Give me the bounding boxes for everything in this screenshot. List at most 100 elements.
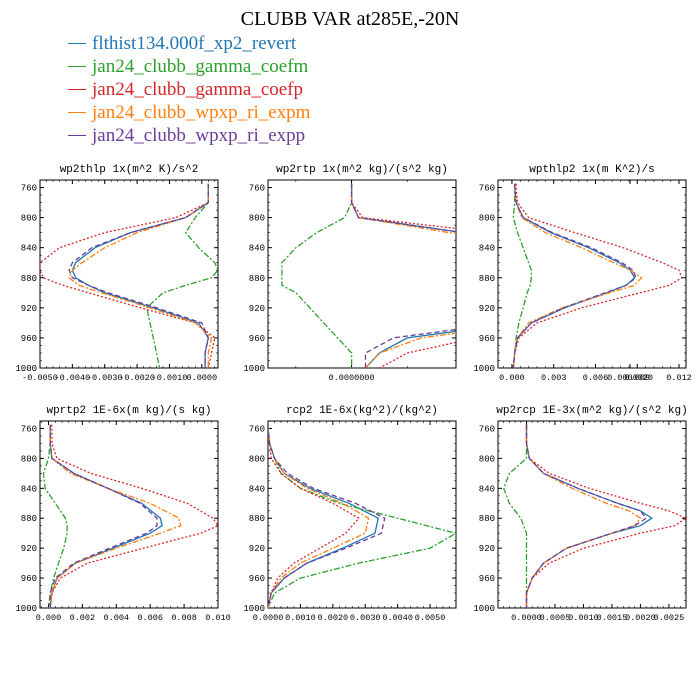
panel-title: wprtp2 1E-6x(m kg)/(s kg) <box>46 405 211 417</box>
x-tick-label: 0.0050 <box>415 613 446 623</box>
y-tick-label: 800 <box>21 454 37 464</box>
x-tick-label: 0.0020 <box>318 613 349 623</box>
y-tick-label: 840 <box>479 244 495 254</box>
panel-frame <box>40 421 218 608</box>
series-line-jan24_clubb_wpxp_ri_expm <box>50 425 181 608</box>
series-line-jan24_clubb_gamma_coefm <box>504 425 527 608</box>
y-tick-label: 920 <box>249 544 265 554</box>
y-tick-label: 760 <box>21 184 37 194</box>
y-tick-label: 960 <box>479 574 495 584</box>
y-tick-label: 920 <box>479 544 495 554</box>
y-tick-label: 760 <box>249 424 265 434</box>
y-tick-label: 800 <box>479 454 495 464</box>
series-line-jan24_clubb_wpxp_ri_expp <box>527 425 647 608</box>
y-tick-label: 1000 <box>473 604 495 614</box>
series-line-jan24_clubb_gamma_coefm <box>282 184 352 368</box>
series-line-flthist134.000f_xp2_revert <box>513 184 634 368</box>
x-tick-label: 0.008 <box>171 613 197 623</box>
series-line-flthist134.000f_xp2_revert <box>268 425 378 608</box>
y-tick-label: 920 <box>249 304 265 314</box>
x-tick-label: 0.0040 <box>382 613 413 623</box>
x-tick-label: 0.0025 <box>654 613 685 623</box>
chart-panel: rcp2 1E-6x(kg^2)/(kg^2) 760 800 840 880 920 96… <box>243 405 456 623</box>
y-tick-label: 800 <box>249 454 265 464</box>
x-tick-label: 0.010 <box>205 613 231 623</box>
y-tick-label: 840 <box>249 484 265 494</box>
panel-title: wp2thlp 1x(m^2 K)/s^2 <box>60 164 199 176</box>
x-tick-label: 0.0015 <box>597 613 628 623</box>
x-tick-label: 0.006 <box>137 613 163 623</box>
chart-panel: wprtp2 1E-6x(m kg)/(s kg) 760 800 840 880 920… <box>15 405 230 623</box>
y-tick-label: 880 <box>249 274 265 284</box>
y-tick-label: 960 <box>479 334 495 344</box>
series-line-flthist134.000f_xp2_revert <box>352 184 700 368</box>
y-tick-label: 880 <box>479 274 495 284</box>
x-tick-label: -0.0040 <box>55 373 91 383</box>
x-tick-label: -0.0030 <box>87 373 123 383</box>
y-tick-label: 960 <box>249 334 265 344</box>
y-tick-label: 800 <box>249 214 265 224</box>
series-line-jan24_clubb_wpxp_ri_expp <box>513 184 636 368</box>
x-tick-label: 0.009 <box>625 373 651 383</box>
series-line-jan24_clubb_gamma_coefp <box>527 425 687 608</box>
series-line-jan24_clubb_wpxp_ri_expm <box>268 425 369 608</box>
series-line-jan24_clubb_gamma_coefm <box>513 184 531 368</box>
panel-frame <box>40 180 218 368</box>
y-tick-label: 920 <box>21 304 37 314</box>
series-line-jan24_clubb_gamma_coefm <box>268 425 456 608</box>
y-tick-label: 1000 <box>15 604 37 614</box>
x-tick-label: -0.0010 <box>152 373 188 383</box>
panel-frame <box>268 180 456 368</box>
panel-title: wpthlp2 1x(m K^2)/s <box>529 164 654 176</box>
x-tick-label: -0.0020 <box>119 373 155 383</box>
x-tick-label: 0.012 <box>666 373 692 383</box>
x-tick-label: -0.0050 <box>22 373 58 383</box>
y-tick-label: 880 <box>249 514 265 524</box>
x-tick-label: 0.002 <box>70 613 96 623</box>
x-tick-label: 0.0000 <box>511 613 542 623</box>
x-tick-label: 0.0000000 <box>329 373 375 383</box>
x-tick-label: 0.0005 <box>540 613 571 623</box>
x-tick-label: 0.0000 <box>187 373 218 383</box>
y-tick-label: 960 <box>21 334 37 344</box>
y-tick-label: 920 <box>21 544 37 554</box>
series-line-jan24_clubb_gamma_coefp <box>50 425 218 608</box>
series-line-flthist134.000f_xp2_revert <box>50 425 162 608</box>
panel-frame <box>498 180 686 368</box>
chart-panel: wpthlp2 1x(m K^2)/s 760 800 840 880 920 960 100… <box>473 164 691 383</box>
y-tick-label: 800 <box>479 214 495 224</box>
x-tick-label: 0.0030 <box>350 613 381 623</box>
series-line-jan24_clubb_wpxp_ri_expm <box>69 184 211 368</box>
x-tick-label: 0.000 <box>499 373 525 383</box>
panel-title: wp2rtp 1x(m^2 kg)/(s^2 kg) <box>276 164 448 176</box>
series-line-jan24_clubb_wpxp_ri_expp <box>50 425 157 608</box>
y-tick-label: 840 <box>21 484 37 494</box>
y-tick-label: 880 <box>21 514 37 524</box>
series-line-jan24_clubb_gamma_coefp <box>513 184 682 368</box>
y-tick-label: 960 <box>21 574 37 584</box>
x-tick-label: 0.004 <box>104 613 130 623</box>
x-tick-label: 0.0020 <box>625 613 656 623</box>
y-tick-label: 880 <box>21 274 37 284</box>
y-tick-label: 840 <box>249 244 265 254</box>
y-tick-label: 880 <box>479 514 495 524</box>
x-tick-label: 0.0000 <box>253 613 284 623</box>
x-tick-label: 0.006 <box>583 373 609 383</box>
series-line-jan24_clubb_wpxp_ri_expm <box>527 425 641 608</box>
y-tick-label: 920 <box>479 304 495 314</box>
y-tick-label: 760 <box>479 184 495 194</box>
y-tick-label: 960 <box>249 574 265 584</box>
series-line-jan24_clubb_gamma_coefp <box>40 184 215 368</box>
panel-title: rcp2 1E-6x(kg^2)/(kg^2) <box>286 405 438 417</box>
y-tick-label: 760 <box>249 184 265 194</box>
y-tick-label: 800 <box>21 214 37 224</box>
x-tick-label: 0.0010 <box>285 613 316 623</box>
series-line-flthist134.000f_xp2_revert <box>527 425 652 608</box>
y-tick-label: 840 <box>479 484 495 494</box>
panel-title: wp2rcp 1E-3x(m^2 kg)/(s^2 kg) <box>496 405 687 417</box>
chart-panel: wp2rcp 1E-3x(m^2 kg)/(s^2 kg)760 800 840 88… <box>473 405 687 623</box>
y-tick-label: 760 <box>21 424 37 434</box>
y-tick-label: 1000 <box>243 364 265 374</box>
x-tick-label: 0.0010 <box>568 613 599 623</box>
series-line-jan24_clubb_wpxp_ri_expp <box>69 184 208 368</box>
